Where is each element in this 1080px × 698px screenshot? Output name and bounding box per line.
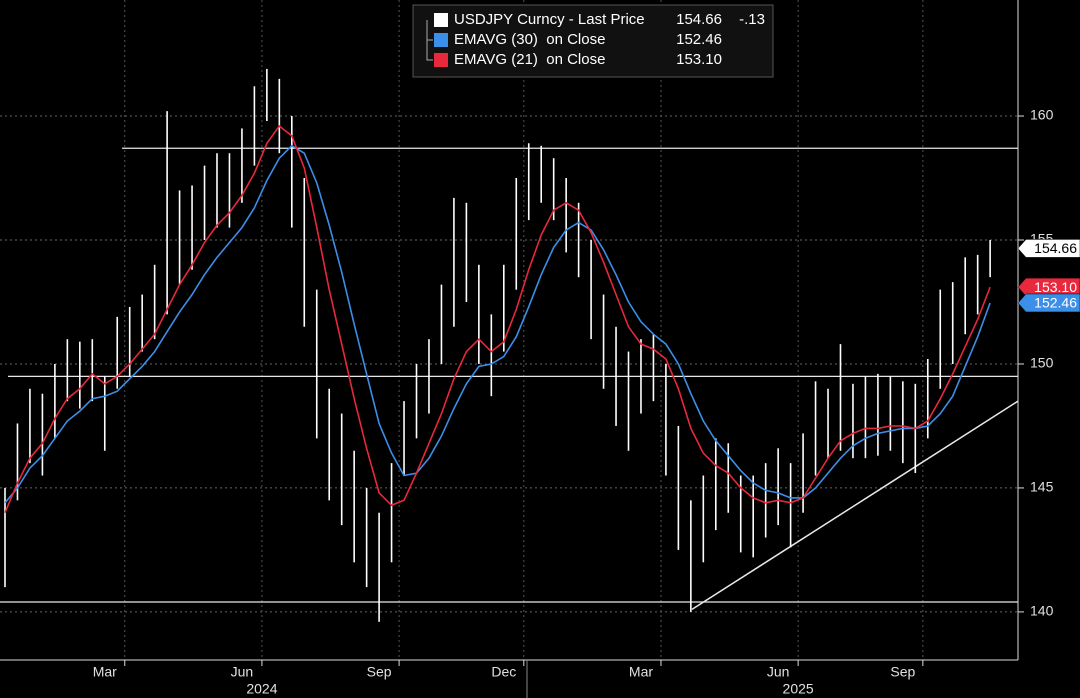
x-tick-label: Sep <box>367 664 392 680</box>
legend-value: 154.66 <box>676 11 722 28</box>
trendline <box>691 400 1019 611</box>
legend-box <box>412 4 774 78</box>
legend-connector <box>426 20 433 61</box>
x-tick-label: Mar <box>629 664 653 680</box>
legend-change: -.13 <box>739 11 765 28</box>
x-group-label: 2025 <box>783 681 814 697</box>
legend-value: 153.10 <box>676 51 722 68</box>
legend-swatch <box>434 33 448 47</box>
x-tick-label: Jun <box>767 664 790 680</box>
y-tick-label: 145 <box>1030 479 1054 495</box>
ema-line <box>4 144 991 504</box>
legend-swatch <box>434 53 448 67</box>
value-tag-label: 153.10 <box>1034 279 1077 295</box>
value-tag-label: 152.46 <box>1034 295 1077 311</box>
x-tick-label: Sep <box>890 664 915 680</box>
value-tag <box>1017 239 1080 258</box>
y-tick-label: 150 <box>1030 355 1054 371</box>
value-tag <box>1017 293 1080 313</box>
y-tick-label: 160 <box>1030 107 1054 123</box>
y-tick-label: 140 <box>1030 603 1054 619</box>
legend-value: 152.46 <box>676 31 722 48</box>
ema-line <box>4 124 991 514</box>
legend-label: EMAVG (21) on Close <box>454 51 605 68</box>
legend-swatch <box>434 13 448 27</box>
x-tick-label: Dec <box>491 664 516 680</box>
x-tick-label: Jun <box>231 664 254 680</box>
x-group-label: 2024 <box>246 681 277 697</box>
value-tag-label: 154.66 <box>1034 240 1077 256</box>
value-tag <box>1017 277 1080 297</box>
legend-label: EMAVG (30) on Close <box>454 31 605 48</box>
legend-label: USDJPY Curncy - Last Price <box>454 11 645 28</box>
x-tick-label: Mar <box>93 664 117 680</box>
